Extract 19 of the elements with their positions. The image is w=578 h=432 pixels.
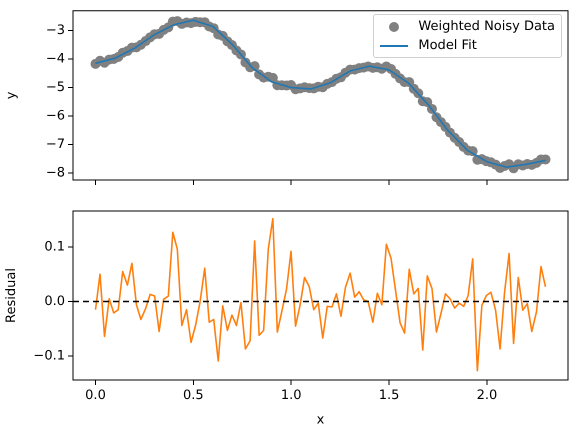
y-tick-label: 0.0	[44, 294, 65, 309]
x-axis-title: x	[316, 412, 325, 428]
y-axis-title: Residual	[4, 268, 20, 323]
y-tick-label: 0.1	[44, 239, 65, 254]
x-tick-label: 1.5	[378, 388, 400, 404]
legend-label: Weighted Noisy Data	[418, 19, 555, 34]
y-tick-label: −7	[46, 136, 65, 152]
x-tick-label: 0.0	[85, 388, 106, 404]
y-tick-label: −6	[46, 108, 65, 124]
x-tick-label: 0.5	[183, 388, 204, 404]
y-tick-label: −3	[46, 22, 65, 38]
x-tick-label: 2.0	[476, 388, 498, 404]
y-tick-label: −8	[46, 166, 65, 181]
y-tick-label: −4	[46, 51, 65, 66]
y-tick-label: −5	[46, 80, 65, 95]
y-axis-title: y	[4, 91, 20, 100]
y-tick-label: −0.1	[33, 348, 65, 364]
x-tick-label: 1.0	[280, 388, 302, 404]
legend-label: Model Fit	[418, 38, 477, 53]
